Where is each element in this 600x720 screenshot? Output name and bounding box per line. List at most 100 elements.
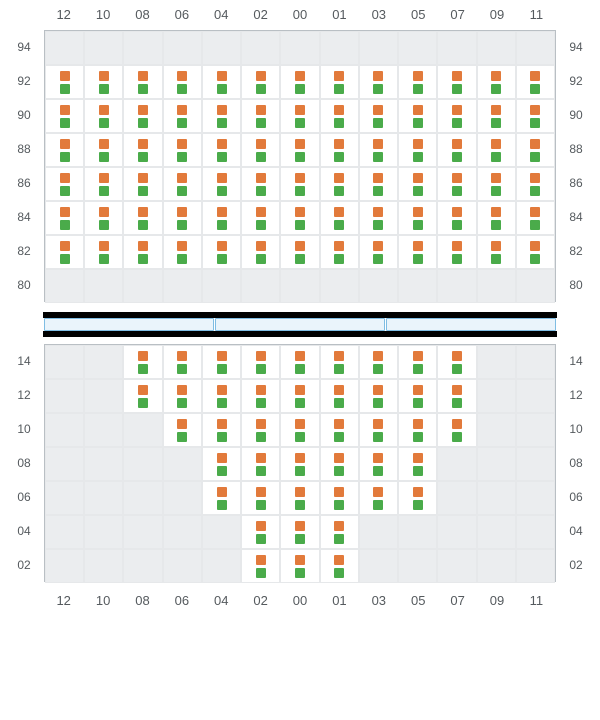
grid-cell[interactable] [437, 345, 476, 379]
seat-pair[interactable] [256, 419, 266, 442]
grid-cell[interactable] [477, 99, 516, 133]
grid-cell[interactable] [45, 133, 84, 167]
seat-pair[interactable] [256, 385, 266, 408]
seat-pair[interactable] [491, 241, 501, 264]
grid-cell[interactable] [320, 235, 359, 269]
seat-pair[interactable] [373, 385, 383, 408]
grid-cell[interactable] [241, 235, 280, 269]
seat-pair[interactable] [217, 487, 227, 510]
seat-pair[interactable] [491, 207, 501, 230]
seat-pair[interactable] [256, 71, 266, 94]
seat-pair[interactable] [177, 351, 187, 374]
seat-pair[interactable] [217, 173, 227, 196]
grid-cell[interactable] [398, 235, 437, 269]
seat-pair[interactable] [452, 105, 462, 128]
grid-cell[interactable] [84, 99, 123, 133]
grid-cell[interactable] [280, 515, 319, 549]
seat-pair[interactable] [413, 173, 423, 196]
seat-pair[interactable] [217, 105, 227, 128]
grid-cell[interactable] [45, 65, 84, 99]
seat-pair[interactable] [295, 351, 305, 374]
seat-pair[interactable] [334, 241, 344, 264]
grid-cell[interactable] [477, 167, 516, 201]
grid-cell[interactable] [123, 345, 162, 379]
seat-pair[interactable] [256, 139, 266, 162]
grid-cell[interactable] [241, 99, 280, 133]
grid-cell[interactable] [202, 65, 241, 99]
seat-pair[interactable] [177, 71, 187, 94]
grid-cell[interactable] [241, 549, 280, 583]
grid-cell[interactable] [280, 413, 319, 447]
grid-cell[interactable] [202, 235, 241, 269]
seat-pair[interactable] [452, 241, 462, 264]
grid-cell[interactable] [320, 549, 359, 583]
seat-pair[interactable] [491, 139, 501, 162]
seat-pair[interactable] [256, 241, 266, 264]
seat-pair[interactable] [334, 139, 344, 162]
grid-cell[interactable] [123, 201, 162, 235]
grid-cell[interactable] [163, 201, 202, 235]
seat-pair[interactable] [99, 139, 109, 162]
grid-cell[interactable] [45, 99, 84, 133]
seat-pair[interactable] [413, 241, 423, 264]
seat-pair[interactable] [452, 385, 462, 408]
grid-cell[interactable] [280, 65, 319, 99]
seat-pair[interactable] [177, 241, 187, 264]
seat-pair[interactable] [295, 521, 305, 544]
seat-pair[interactable] [177, 207, 187, 230]
seat-pair[interactable] [60, 207, 70, 230]
grid-cell[interactable] [359, 379, 398, 413]
grid-cell[interactable] [359, 413, 398, 447]
grid-cell[interactable] [359, 447, 398, 481]
seat-pair[interactable] [256, 487, 266, 510]
grid-cell[interactable] [398, 65, 437, 99]
seat-pair[interactable] [452, 71, 462, 94]
seat-pair[interactable] [138, 105, 148, 128]
grid-cell[interactable] [202, 413, 241, 447]
seat-pair[interactable] [413, 139, 423, 162]
seat-pair[interactable] [530, 71, 540, 94]
grid-cell[interactable] [202, 447, 241, 481]
seat-pair[interactable] [334, 351, 344, 374]
seat-pair[interactable] [373, 241, 383, 264]
grid-cell[interactable] [202, 345, 241, 379]
seat-pair[interactable] [217, 139, 227, 162]
grid-cell[interactable] [398, 345, 437, 379]
grid-cell[interactable] [320, 133, 359, 167]
grid-cell[interactable] [241, 65, 280, 99]
seat-pair[interactable] [373, 419, 383, 442]
grid-cell[interactable] [163, 345, 202, 379]
grid-cell[interactable] [241, 413, 280, 447]
seat-pair[interactable] [177, 173, 187, 196]
grid-cell[interactable] [516, 167, 555, 201]
grid-cell[interactable] [320, 447, 359, 481]
seat-pair[interactable] [530, 139, 540, 162]
seat-pair[interactable] [413, 105, 423, 128]
grid-cell[interactable] [398, 201, 437, 235]
seat-pair[interactable] [373, 71, 383, 94]
seat-pair[interactable] [295, 385, 305, 408]
seat-pair[interactable] [334, 385, 344, 408]
grid-cell[interactable] [516, 201, 555, 235]
seat-pair[interactable] [373, 351, 383, 374]
seat-pair[interactable] [295, 173, 305, 196]
seat-pair[interactable] [373, 105, 383, 128]
seat-pair[interactable] [530, 207, 540, 230]
seat-pair[interactable] [295, 71, 305, 94]
seat-pair[interactable] [217, 351, 227, 374]
grid-cell[interactable] [516, 99, 555, 133]
grid-cell[interactable] [241, 481, 280, 515]
grid-cell[interactable] [398, 481, 437, 515]
seat-pair[interactable] [138, 385, 148, 408]
grid-cell[interactable] [163, 65, 202, 99]
grid-cell[interactable] [398, 379, 437, 413]
seat-pair[interactable] [138, 139, 148, 162]
grid-cell[interactable] [163, 167, 202, 201]
grid-cell[interactable] [123, 65, 162, 99]
seat-pair[interactable] [452, 139, 462, 162]
seat-pair[interactable] [413, 385, 423, 408]
grid-cell[interactable] [359, 167, 398, 201]
seat-pair[interactable] [295, 241, 305, 264]
grid-cell[interactable] [45, 167, 84, 201]
grid-cell[interactable] [241, 345, 280, 379]
